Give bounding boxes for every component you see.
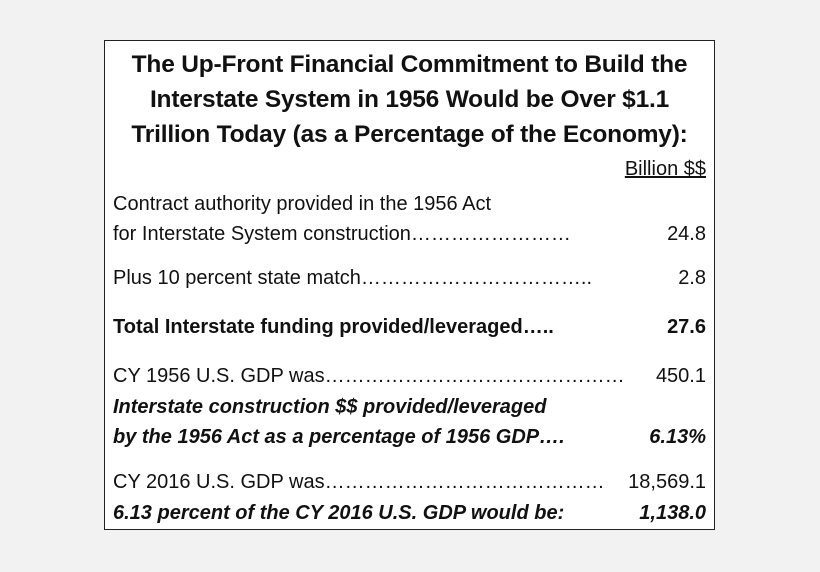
row-label: Plus 10 percent state match…………………………….. <box>113 267 593 289</box>
title-line-3: Trillion Today (as a Percentage of the E… <box>131 121 688 148</box>
row-contract-authority: Contract authority provided in the 1956 … <box>113 189 706 249</box>
row-label: CY 2016 U.S. GDP was…………………………………… <box>113 471 605 493</box>
table-title: The Up-Front Financial Commitment to Bui… <box>105 47 714 152</box>
row-value: 1,138.0 <box>639 502 706 524</box>
row-value: 24.8 <box>667 223 706 245</box>
row-value: 450.1 <box>655 365 706 387</box>
title-line-1: The Up-Front Financial Commitment to Bui… <box>131 51 688 78</box>
row-value: 2.8 <box>678 267 706 289</box>
row-result-2016: 6.13 percent of the CY 2016 U.S. GDP wou… <box>113 498 706 528</box>
title-line-2: Interstate System in 1956 Would be Over … <box>149 86 670 113</box>
row-percentage-gdp: Interstate construction $$ provided/leve… <box>113 392 706 452</box>
row-label-line1: Contract authority provided in the 1956 … <box>113 193 492 215</box>
row-label: Total Interstate funding provided/levera… <box>113 316 554 338</box>
row-label: 6.13 percent of the CY 2016 U.S. GDP wou… <box>113 502 565 524</box>
row-label-line2: by the 1956 Act as a percentage of 1956 … <box>113 426 565 448</box>
row-total-funding: Total Interstate funding provided/levera… <box>113 312 706 342</box>
row-value: 27.6 <box>667 316 706 338</box>
row-label-line2: for Interstate System construction………………… <box>113 223 571 245</box>
row-gdp-1956: CY 1956 U.S. GDP was……………………………………… 450.… <box>113 361 706 391</box>
row-value: 18,569.1 <box>628 471 706 493</box>
row-gdp-2016: CY 2016 U.S. GDP was…………………………………… 18,56… <box>113 467 706 497</box>
row-state-match: Plus 10 percent state match……………………………..… <box>113 263 706 293</box>
unit-header: Billion $$ <box>624 158 706 180</box>
row-value: 6.13% <box>649 426 706 448</box>
row-label-line1: Interstate construction $$ provided/leve… <box>113 396 547 418</box>
financial-table-box: The Up-Front Financial Commitment to Bui… <box>104 40 715 530</box>
row-label: CY 1956 U.S. GDP was……………………………………… <box>113 365 625 387</box>
